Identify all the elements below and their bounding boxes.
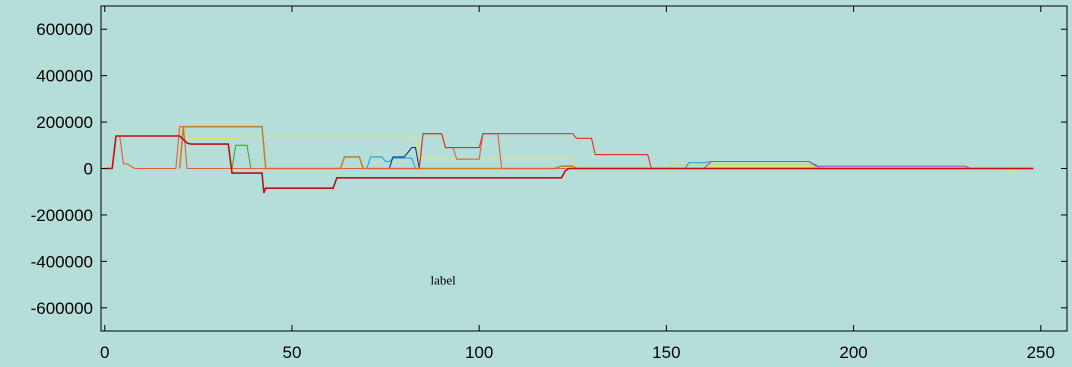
tick-labels: 0 50 100 150 200 250 600000 400000 200000 0 -20000… — [31, 20, 1055, 362]
y-tick-label: 0 — [84, 160, 93, 179]
tick-marks — [101, 6, 1067, 331]
x-tick-label: 100 — [465, 343, 493, 362]
series-line-7 — [178, 125, 1034, 170]
x-tick-label: 150 — [652, 343, 680, 362]
series-line-4 — [388, 147, 573, 170]
y-tick-label: -400000 — [31, 252, 93, 271]
y-tick-label: 200000 — [36, 113, 93, 132]
x-tick-label: 0 — [100, 343, 109, 362]
y-tick-label: -600000 — [31, 299, 93, 318]
x-tick-label: 50 — [282, 343, 301, 362]
series-line-8 — [104, 126, 1034, 170]
y-tick-label: 400000 — [36, 67, 93, 86]
chart-annotation: label — [430, 273, 456, 288]
series-line-9 — [418, 133, 1034, 170]
x-tick-label: 200 — [839, 343, 867, 362]
y-tick-label: -200000 — [31, 206, 93, 225]
series-line-10 — [104, 135, 1034, 194]
y-tick-label: 600000 — [36, 20, 93, 39]
x-tick-label: 250 — [1027, 343, 1055, 362]
series-line-3 — [329, 156, 1034, 170]
series-layer — [104, 125, 1034, 194]
